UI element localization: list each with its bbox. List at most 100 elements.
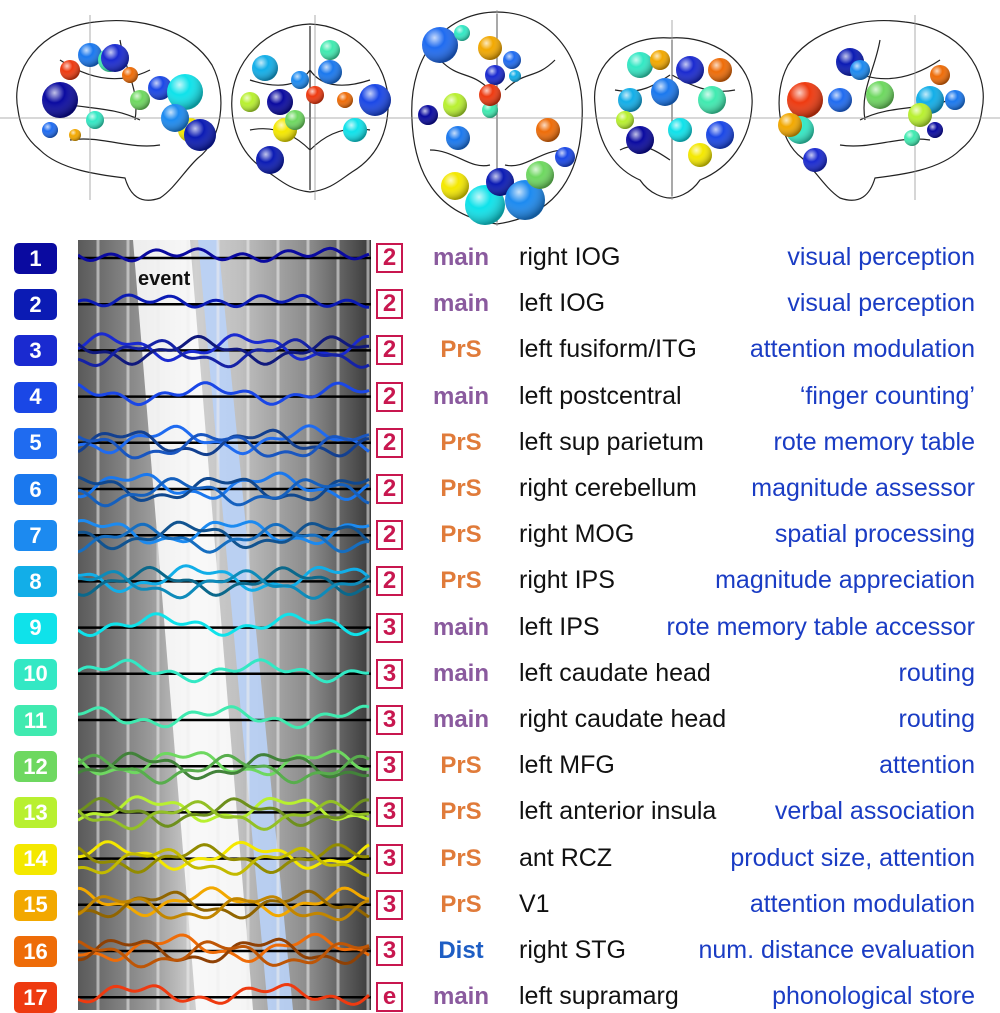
timecourse-trace	[78, 753, 370, 785]
sphere-highlight	[69, 129, 81, 141]
timecourse-trace	[78, 334, 369, 366]
sphere-highlight	[441, 172, 469, 200]
region-name: left IPS	[519, 612, 600, 641]
timecourse-trace	[78, 246, 370, 263]
region-number-badge: 17	[14, 982, 57, 1013]
timecourse-trace	[78, 477, 370, 508]
region-function: attention modulation	[749, 889, 975, 918]
sphere-highlight	[148, 76, 172, 100]
timecourse-trace	[78, 939, 370, 969]
region-name: right MOG	[519, 520, 635, 549]
step-box: 3	[376, 705, 403, 735]
region-number-badge: 8	[14, 566, 57, 598]
region-number-badge: 5	[14, 427, 57, 459]
sphere-highlight	[706, 121, 734, 149]
sphere-highlight	[285, 110, 305, 130]
timecourse-trace	[78, 932, 370, 964]
region-type-label: PrS	[440, 844, 482, 872]
sphere-highlight	[626, 126, 654, 154]
region-type-label: PrS	[440, 428, 482, 456]
region-type-label: main	[432, 706, 489, 733]
sphere-highlight	[42, 82, 78, 118]
region-function: magnitude assessor	[751, 474, 975, 502]
timecourse-trace	[78, 843, 370, 875]
sphere-highlight	[482, 102, 498, 118]
sphere-highlight	[267, 89, 293, 115]
region-function: phonological store	[772, 982, 975, 1011]
region-type-label: PrS	[440, 336, 482, 364]
sphere-highlight	[306, 86, 324, 104]
brain-outline-axial	[411, 11, 583, 225]
activation-spheres	[42, 25, 965, 225]
region-name: left anterior insula	[519, 797, 717, 826]
region-name: V1	[519, 889, 550, 918]
region-name: ant RCZ	[519, 843, 613, 872]
region-type-label: main	[432, 290, 489, 318]
sphere-highlight	[708, 58, 732, 82]
sphere-highlight	[443, 93, 467, 117]
sphere-highlight	[252, 55, 278, 81]
timecourse-trace	[78, 612, 370, 638]
sphere-highlight	[167, 74, 203, 110]
timecourse-trace	[78, 381, 370, 407]
sphere-highlight	[320, 40, 340, 60]
timecourse-trace	[78, 432, 370, 460]
brain-outline-sagittal-left	[16, 20, 222, 201]
region-function: spatial processing	[774, 520, 975, 549]
region-function: magnitude appreciation	[715, 566, 975, 595]
sphere-highlight	[130, 90, 150, 110]
timecourse-trace	[78, 704, 370, 730]
sphere-highlight	[42, 122, 58, 138]
step-box: 3	[376, 889, 403, 920]
sphere-highlight	[78, 43, 102, 67]
region-name: left caudate head	[519, 658, 711, 687]
region-type-label: main	[432, 983, 489, 1011]
step-box: 3	[376, 751, 403, 782]
sphere-highlight	[651, 78, 679, 106]
region-function: attention	[879, 751, 975, 780]
sphere-highlight	[778, 113, 802, 137]
region-type-label: Dist	[438, 937, 484, 964]
timecourse-trace	[78, 569, 370, 600]
step-box: 2	[376, 243, 403, 273]
region-type-label: PrS	[440, 890, 482, 918]
sphere-highlight	[101, 44, 129, 72]
sphere-highlight	[850, 60, 870, 80]
region-function: rote memory table accessor	[666, 612, 975, 641]
timecourse-trace	[78, 518, 370, 546]
region-number-badge: 3	[14, 335, 57, 367]
sphere-highlight	[343, 118, 367, 142]
region-number-badge: 14	[14, 843, 57, 875]
region-function: verbal association	[774, 797, 975, 826]
sphere-highlight	[555, 147, 575, 167]
timecourse-trace	[78, 293, 370, 309]
step-box: 2	[376, 289, 403, 320]
step-box: 3	[376, 797, 403, 828]
step-box: 2	[376, 381, 403, 412]
region-function: attention modulation	[749, 335, 975, 364]
sphere-highlight	[908, 103, 932, 127]
sphere-highlight	[787, 82, 823, 118]
region-number-badge: 6	[14, 474, 57, 505]
sphere-highlight	[479, 84, 501, 106]
timecourse-trace	[78, 338, 370, 369]
sphere-highlight	[418, 105, 438, 125]
sphere-highlight	[688, 143, 712, 167]
sphere-highlight	[60, 60, 80, 80]
sphere-highlight	[337, 92, 353, 108]
brain-outline-sagittal-right	[778, 20, 984, 201]
event-label: event	[138, 268, 191, 290]
timecourse-trace	[78, 796, 370, 828]
region-function: routing	[898, 705, 975, 733]
step-box: 2	[376, 335, 403, 366]
sphere-highlight	[650, 50, 670, 70]
region-function: routing	[898, 658, 975, 687]
region-type-label: PrS	[440, 752, 482, 780]
region-name: right cerebellum	[519, 474, 697, 502]
step-box: 3	[376, 658, 403, 689]
sphere-highlight	[486, 168, 514, 196]
region-name: right STG	[519, 936, 626, 964]
region-name: right IPS	[519, 566, 615, 595]
sphere-highlight	[446, 126, 470, 150]
region-name: left supramarg	[519, 982, 679, 1011]
